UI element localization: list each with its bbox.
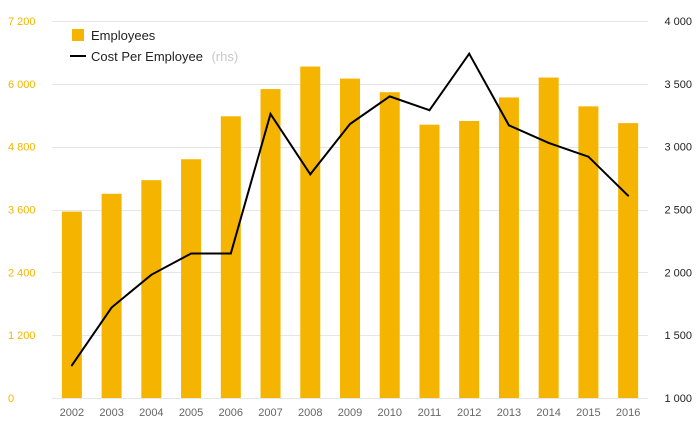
bar-2002 [61, 211, 82, 398]
right-tick-label: 1 000 [664, 393, 692, 405]
x-axis-ticks: 2002 2003 2004 2005 2006 2007 2008 2009 2010 2011… [60, 407, 641, 419]
legend-employees-label: Employees [91, 28, 156, 43]
line-point-2004 [150, 273, 153, 276]
bar-2016 [618, 123, 639, 399]
line-point-2003 [110, 306, 113, 309]
line-point-2010 [388, 95, 391, 98]
bar-2012 [459, 121, 480, 399]
legend-cost-per-employee-name: Cost Per Employee [91, 49, 203, 64]
x-tick-label: 2009 [338, 407, 362, 419]
left-tick-label: 0 [8, 393, 14, 405]
left-tick-label: 7 200 [8, 16, 36, 28]
x-tick-label: 2015 [576, 407, 600, 419]
line-point-2016 [627, 194, 630, 197]
line-point-2015 [587, 155, 590, 158]
x-tick-label: 2011 [418, 407, 442, 419]
bar-2015 [578, 106, 599, 399]
right-tick-label: 2 500 [664, 205, 692, 217]
x-tick-label: 2013 [497, 407, 521, 419]
right-axis-ticks: 1 000 1 500 2 000 2 500 3 000 3 500 4 000 [664, 16, 692, 405]
bar-2007 [260, 89, 281, 398]
x-tick-label: 2006 [219, 407, 243, 419]
right-tick-label: 3 000 [664, 142, 692, 154]
x-tick-label: 2007 [258, 407, 282, 419]
left-tick-label: 1 200 [8, 330, 36, 342]
line-point-2007 [269, 112, 272, 115]
right-tick-label: 2 000 [664, 267, 692, 279]
x-tick-label: 2004 [139, 407, 163, 419]
line-point-2006 [229, 252, 232, 255]
x-tick-label: 2008 [298, 407, 322, 419]
x-tick-label: 2010 [377, 407, 401, 419]
bar-2005 [181, 159, 202, 398]
bar-2011 [419, 124, 440, 399]
right-tick-label: 3 500 [664, 79, 692, 91]
legend: Employees Cost Per Employee (rhs) [70, 28, 238, 65]
bar-2014 [538, 77, 559, 399]
bar-2004 [141, 180, 162, 398]
line-point-2009 [349, 123, 351, 126]
bar-2009 [340, 78, 360, 398]
line-point-2014 [547, 141, 550, 144]
employees-bars [61, 66, 639, 399]
line-point-2002 [70, 364, 73, 367]
legend-cost-per-employee-label: Cost Per Employee (rhs) [91, 48, 238, 65]
x-tick-label: 2005 [179, 407, 203, 419]
right-tick-label: 4 000 [664, 16, 692, 28]
bar-2010 [379, 92, 400, 398]
x-tick-label: 2002 [60, 407, 84, 419]
left-tick-label: 2 400 [8, 267, 36, 279]
line-point-2005 [190, 252, 193, 255]
left-tick-label: 4 800 [8, 142, 36, 154]
left-axis-ticks: 0 1 200 2 400 3 600 4 800 6 000 7 200 [8, 16, 36, 405]
x-tick-label: 2003 [99, 407, 123, 419]
x-tick-label: 2014 [536, 407, 560, 419]
line-point-2008 [309, 173, 312, 176]
line-point-2013 [507, 124, 510, 127]
legend-employees-swatch [72, 29, 84, 41]
bar-2013 [498, 97, 519, 399]
bar-2003 [101, 193, 122, 398]
legend-rhs-suffix: (rhs) [211, 49, 238, 64]
cost-per-employee-line [70, 51, 630, 367]
bar-2008 [300, 66, 321, 398]
right-tick-label: 1 500 [664, 330, 692, 342]
left-tick-label: 3 600 [8, 205, 36, 217]
line-point-2011 [428, 109, 431, 112]
x-tick-label: 2012 [457, 407, 481, 419]
line-point-2012 [468, 52, 471, 55]
x-tick-label: 2016 [616, 407, 640, 419]
left-tick-label: 6 000 [8, 79, 36, 91]
bar-2006 [220, 116, 241, 398]
